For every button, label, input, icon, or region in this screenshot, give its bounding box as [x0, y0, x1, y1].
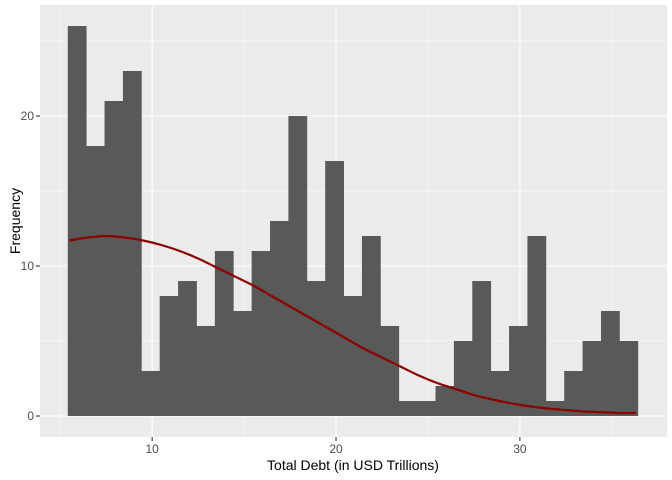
x-tick-label: 10 [145, 442, 159, 456]
histogram-bars [67, 26, 639, 416]
histogram-bar [270, 221, 289, 416]
histogram-bar [398, 401, 418, 416]
x-axis-ticks: 10 20 30 [145, 437, 527, 456]
histogram-bar [325, 161, 344, 416]
histogram-bar [361, 236, 381, 416]
histogram-bar [490, 371, 510, 416]
histogram-bar [251, 251, 271, 416]
y-tick-label: 20 [21, 109, 35, 123]
histogram-bar [417, 401, 436, 416]
histogram-bar [214, 251, 234, 416]
histogram-bar [453, 341, 473, 416]
histogram-bar [619, 341, 639, 416]
histogram-bar [564, 371, 584, 416]
histogram-bar [141, 371, 161, 416]
density-curve [69, 234, 636, 415]
histogram-bar [582, 341, 602, 416]
histogram-bar [288, 116, 308, 416]
y-tick-label: 10 [21, 259, 35, 273]
histogram-bar [86, 146, 105, 416]
y-axis-ticks: 0 10 20 [21, 109, 40, 423]
histogram-bar [233, 311, 253, 416]
histogram-bar [600, 311, 620, 416]
histogram-bar [435, 386, 455, 416]
x-tick-label: 30 [513, 442, 527, 456]
histogram-bar [380, 326, 400, 416]
histogram-bar [122, 71, 142, 416]
x-tick-label: 20 [329, 442, 343, 456]
histogram-bar [196, 326, 216, 416]
histogram-bar [306, 281, 326, 416]
minor-gridlines [40, 5, 667, 437]
x-axis-title: Total Debt (in USD Trillions) [267, 457, 439, 473]
histogram-bar [104, 101, 124, 416]
histogram-bar [472, 281, 492, 416]
histogram-bar [509, 326, 528, 416]
histogram-bar [67, 26, 87, 416]
y-axis-title: Frequency [7, 188, 23, 254]
histogram-bar [527, 236, 547, 416]
histogram-bar [178, 281, 197, 416]
histogram-bar [159, 296, 179, 416]
y-tick-label: 0 [27, 409, 34, 423]
histogram-bar [343, 296, 363, 416]
